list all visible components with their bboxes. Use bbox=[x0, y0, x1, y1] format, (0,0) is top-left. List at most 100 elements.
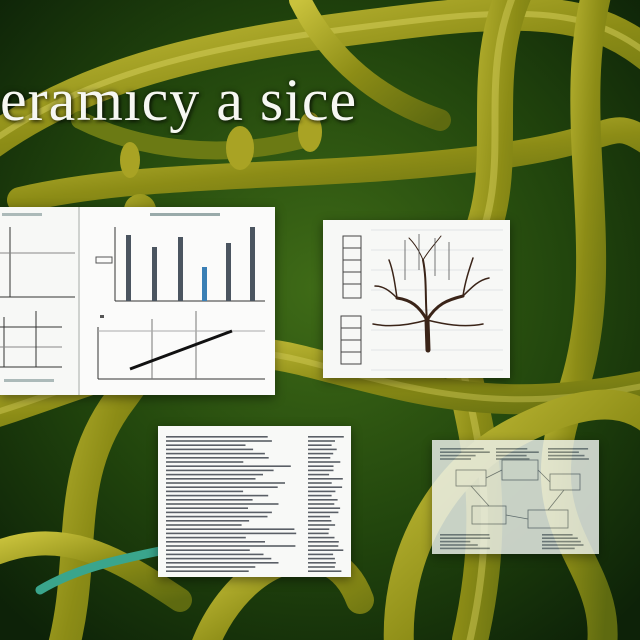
text-line-mark bbox=[440, 448, 484, 450]
text-line-mark bbox=[308, 536, 335, 539]
text-line-mark bbox=[166, 520, 250, 522]
text-line-mark bbox=[308, 520, 332, 522]
text-line-mark bbox=[542, 544, 584, 546]
text-line-mark bbox=[308, 490, 336, 493]
text-line-mark bbox=[440, 454, 476, 457]
text-line-mark bbox=[308, 457, 331, 459]
headline-text: eramıcy a sice bbox=[0, 67, 358, 133]
text-line-mark bbox=[166, 486, 278, 488]
text-line-mark bbox=[166, 465, 291, 467]
text-line-mark bbox=[166, 515, 268, 518]
text-line-mark bbox=[542, 547, 575, 550]
text-line-mark bbox=[548, 451, 579, 453]
text-line-mark bbox=[308, 511, 339, 514]
text-line-mark bbox=[308, 486, 343, 488]
text-line-mark bbox=[308, 469, 334, 472]
text-line-mark bbox=[440, 544, 478, 546]
text-line-mark bbox=[308, 541, 339, 543]
text-line-mark bbox=[166, 452, 265, 455]
text-line-mark bbox=[440, 537, 491, 539]
text-line-mark bbox=[308, 528, 330, 530]
text-line-mark bbox=[308, 436, 344, 438]
text-line-mark bbox=[308, 452, 334, 455]
text-line-mark bbox=[308, 461, 341, 463]
text-line-mark bbox=[166, 557, 272, 560]
text-line-mark bbox=[308, 566, 335, 568]
faded-diagram-panel bbox=[432, 440, 599, 554]
text-line-mark bbox=[166, 524, 242, 526]
text-line-mark bbox=[308, 515, 330, 518]
text-line-mark bbox=[308, 473, 330, 476]
text-line-mark bbox=[308, 482, 332, 484]
text-line-mark bbox=[166, 490, 244, 493]
text-line-mark bbox=[166, 570, 249, 572]
text-line-mark bbox=[542, 540, 581, 543]
branching-tree-sketch bbox=[323, 220, 510, 378]
text-line-mark bbox=[308, 524, 336, 526]
text-line-mark bbox=[166, 469, 274, 472]
text-line-mark bbox=[308, 465, 334, 467]
line-chart-figure bbox=[97, 311, 265, 380]
axis-plot-figure bbox=[0, 227, 75, 368]
tree-illustration-panel bbox=[323, 220, 510, 378]
text-line-mark bbox=[166, 503, 279, 505]
text-line-mark bbox=[440, 540, 471, 543]
text-line-mark bbox=[440, 534, 490, 536]
text-document-panel bbox=[158, 426, 351, 577]
text-line-mark bbox=[308, 557, 335, 560]
text-line-mark bbox=[166, 461, 244, 463]
text-line-mark bbox=[496, 451, 539, 453]
text-line-mark bbox=[548, 448, 589, 450]
text-line-mark bbox=[308, 507, 341, 509]
text-line-mark bbox=[308, 570, 342, 572]
text-line-mark bbox=[308, 448, 337, 451]
chart-collage-figure bbox=[0, 207, 275, 395]
text-line-mark bbox=[166, 494, 269, 497]
text-line-mark bbox=[166, 541, 265, 543]
bar-chart-figure bbox=[95, 213, 265, 302]
text-line-mark bbox=[308, 499, 338, 501]
text-line-mark bbox=[166, 499, 253, 501]
text-line-mark bbox=[308, 503, 335, 505]
text-line-mark bbox=[166, 482, 285, 484]
text-line-mark bbox=[166, 532, 297, 535]
dense-text-columns bbox=[158, 426, 351, 577]
text-line-mark bbox=[166, 553, 264, 556]
text-line-mark bbox=[308, 444, 332, 446]
text-line-mark bbox=[496, 448, 528, 450]
text-line-mark bbox=[440, 547, 490, 550]
text-line-mark bbox=[542, 537, 578, 539]
text-line-mark bbox=[166, 448, 254, 451]
text-line-mark bbox=[308, 562, 336, 564]
text-line-mark bbox=[166, 436, 268, 438]
text-line-mark bbox=[308, 545, 339, 547]
text-line-mark bbox=[308, 440, 335, 442]
text-line-mark bbox=[496, 458, 530, 460]
text-line-mark bbox=[308, 549, 344, 551]
text-line-mark bbox=[166, 536, 246, 539]
text-line-mark bbox=[548, 458, 589, 460]
text-line-mark bbox=[166, 507, 248, 509]
text-line-mark bbox=[308, 478, 343, 480]
vine-buds bbox=[120, 112, 322, 178]
text-line-mark bbox=[166, 562, 279, 564]
text-line-mark bbox=[440, 458, 471, 460]
table-strips bbox=[340, 235, 362, 365]
chart-collage-panel bbox=[0, 207, 275, 395]
text-line-mark bbox=[440, 451, 490, 453]
text-line-mark bbox=[166, 473, 263, 476]
text-line-mark bbox=[166, 528, 295, 530]
block-diagram bbox=[432, 440, 599, 554]
text-line-mark bbox=[166, 457, 269, 459]
text-line-mark bbox=[166, 478, 256, 480]
text-line-mark bbox=[308, 532, 329, 535]
text-line-mark bbox=[166, 511, 272, 514]
text-line-mark bbox=[166, 440, 272, 442]
text-line-mark bbox=[166, 566, 256, 568]
text-line-mark bbox=[166, 545, 296, 547]
text-line-mark bbox=[548, 454, 585, 457]
text-line-mark bbox=[166, 444, 246, 446]
text-line-mark bbox=[496, 454, 527, 457]
text-line-mark bbox=[166, 549, 250, 551]
text-line-mark bbox=[308, 553, 334, 556]
